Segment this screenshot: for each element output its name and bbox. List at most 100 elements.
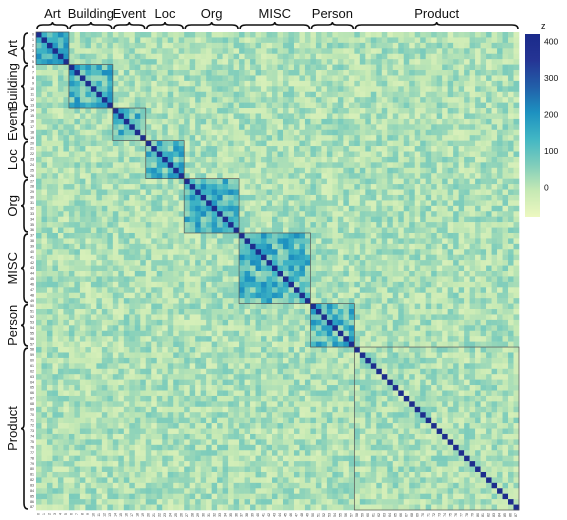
heatmap-cell xyxy=(250,48,256,55)
heatmap-cell xyxy=(184,303,190,310)
heatmap-cell xyxy=(469,75,476,82)
heatmap-cell xyxy=(288,173,295,179)
heatmap-cell xyxy=(343,42,350,49)
heatmap-cell xyxy=(491,314,498,321)
heatmap-cell xyxy=(134,271,141,277)
heatmap-cell xyxy=(332,64,339,71)
heatmap-cell xyxy=(272,173,278,179)
heatmap-cell xyxy=(354,260,361,266)
heatmap-cell xyxy=(370,205,377,212)
heatmap-cell xyxy=(63,162,70,169)
heatmap-cell xyxy=(447,178,454,185)
heatmap-cell xyxy=(63,200,70,207)
heatmap-cell xyxy=(266,108,273,114)
heatmap-cell xyxy=(326,200,333,207)
heatmap-cell xyxy=(480,173,487,179)
heatmap-cell xyxy=(57,140,64,147)
heatmap-cell xyxy=(123,200,130,207)
heatmap-cell xyxy=(409,222,416,228)
heatmap-cell xyxy=(41,298,48,304)
heatmap-cell xyxy=(79,216,86,223)
heatmap-cell xyxy=(244,216,251,223)
heatmap-cell xyxy=(480,319,487,326)
heatmap-cell xyxy=(63,238,70,245)
heatmap-cell xyxy=(140,287,147,294)
heatmap-cell xyxy=(414,173,421,179)
heatmap-cell xyxy=(431,140,437,147)
heatmap-cell xyxy=(36,75,42,82)
heatmap-cell xyxy=(52,292,59,299)
heatmap-cell xyxy=(134,146,141,152)
heatmap-cell xyxy=(447,118,454,125)
heatmap-cell xyxy=(343,108,350,114)
heatmap-cell xyxy=(464,298,470,304)
heatmap-cell xyxy=(41,113,48,120)
heatmap-cell xyxy=(189,189,196,196)
heatmap-cell xyxy=(343,254,350,261)
heatmap-cell xyxy=(272,113,278,120)
heatmap-cell xyxy=(332,211,339,217)
heatmap-cell xyxy=(85,156,92,163)
heatmap-cell xyxy=(178,232,185,239)
heatmap-cell xyxy=(101,189,108,196)
heatmap-cell xyxy=(348,194,355,201)
heatmap-cell xyxy=(337,146,344,152)
heatmap-cell xyxy=(326,287,333,294)
heatmap-cell xyxy=(321,140,328,147)
heatmap-cell xyxy=(46,42,53,49)
heatmap-cell xyxy=(195,319,201,326)
heatmap-cell xyxy=(250,325,256,332)
heatmap-cell xyxy=(129,64,136,71)
heatmap-cell xyxy=(145,97,152,103)
heatmap-cell xyxy=(464,108,470,114)
heatmap-cell xyxy=(326,140,333,147)
heatmap-cell xyxy=(447,309,454,315)
heatmap-cell xyxy=(464,232,470,239)
heatmap-cell xyxy=(370,309,377,315)
heatmap-cell xyxy=(140,75,147,82)
heatmap-cell xyxy=(178,156,185,163)
heatmap-cell xyxy=(398,222,405,228)
heatmap-cell xyxy=(250,108,256,114)
heatmap-cell xyxy=(233,260,240,266)
heatmap-cell xyxy=(244,319,251,326)
heatmap-cell xyxy=(101,287,108,294)
heatmap-cell xyxy=(414,167,421,174)
heatmap-cell xyxy=(414,151,421,158)
heatmap-cell xyxy=(140,309,147,315)
heatmap-cell xyxy=(189,184,196,190)
heatmap-cell xyxy=(370,249,377,255)
heatmap-cell xyxy=(129,287,136,294)
heatmap-cell xyxy=(200,156,207,163)
heatmap-cell xyxy=(310,156,317,163)
heatmap-cell xyxy=(107,265,114,272)
heatmap-cell xyxy=(475,189,481,196)
heatmap-cell xyxy=(68,232,75,239)
heatmap-cell xyxy=(348,97,355,103)
heatmap-cell xyxy=(272,292,278,299)
heatmap-cell xyxy=(277,97,284,103)
heatmap-cell xyxy=(96,64,103,71)
heatmap-cell xyxy=(387,238,394,245)
heatmap-cell xyxy=(486,108,492,114)
heatmap-cell xyxy=(79,205,86,212)
heatmap-cell xyxy=(475,173,481,179)
heatmap-cell xyxy=(118,309,125,315)
heatmap-cell xyxy=(387,70,394,76)
heatmap-cell xyxy=(420,37,426,44)
heatmap-cell xyxy=(398,64,405,71)
heatmap-cell xyxy=(118,184,125,190)
heatmap-cell xyxy=(195,227,201,234)
heatmap-cell xyxy=(156,298,163,304)
heatmap-cell xyxy=(304,75,311,82)
heatmap-cell xyxy=(409,146,416,152)
heatmap-cell xyxy=(156,108,163,114)
heatmap-cell xyxy=(156,53,163,60)
heatmap-cell xyxy=(508,53,514,60)
heatmap-cell xyxy=(250,86,256,93)
heatmap-cell xyxy=(101,319,108,326)
heatmap-cell xyxy=(326,118,333,125)
heatmap-cell xyxy=(513,140,520,147)
heatmap-cell xyxy=(403,260,410,266)
heatmap-cell xyxy=(376,200,383,207)
